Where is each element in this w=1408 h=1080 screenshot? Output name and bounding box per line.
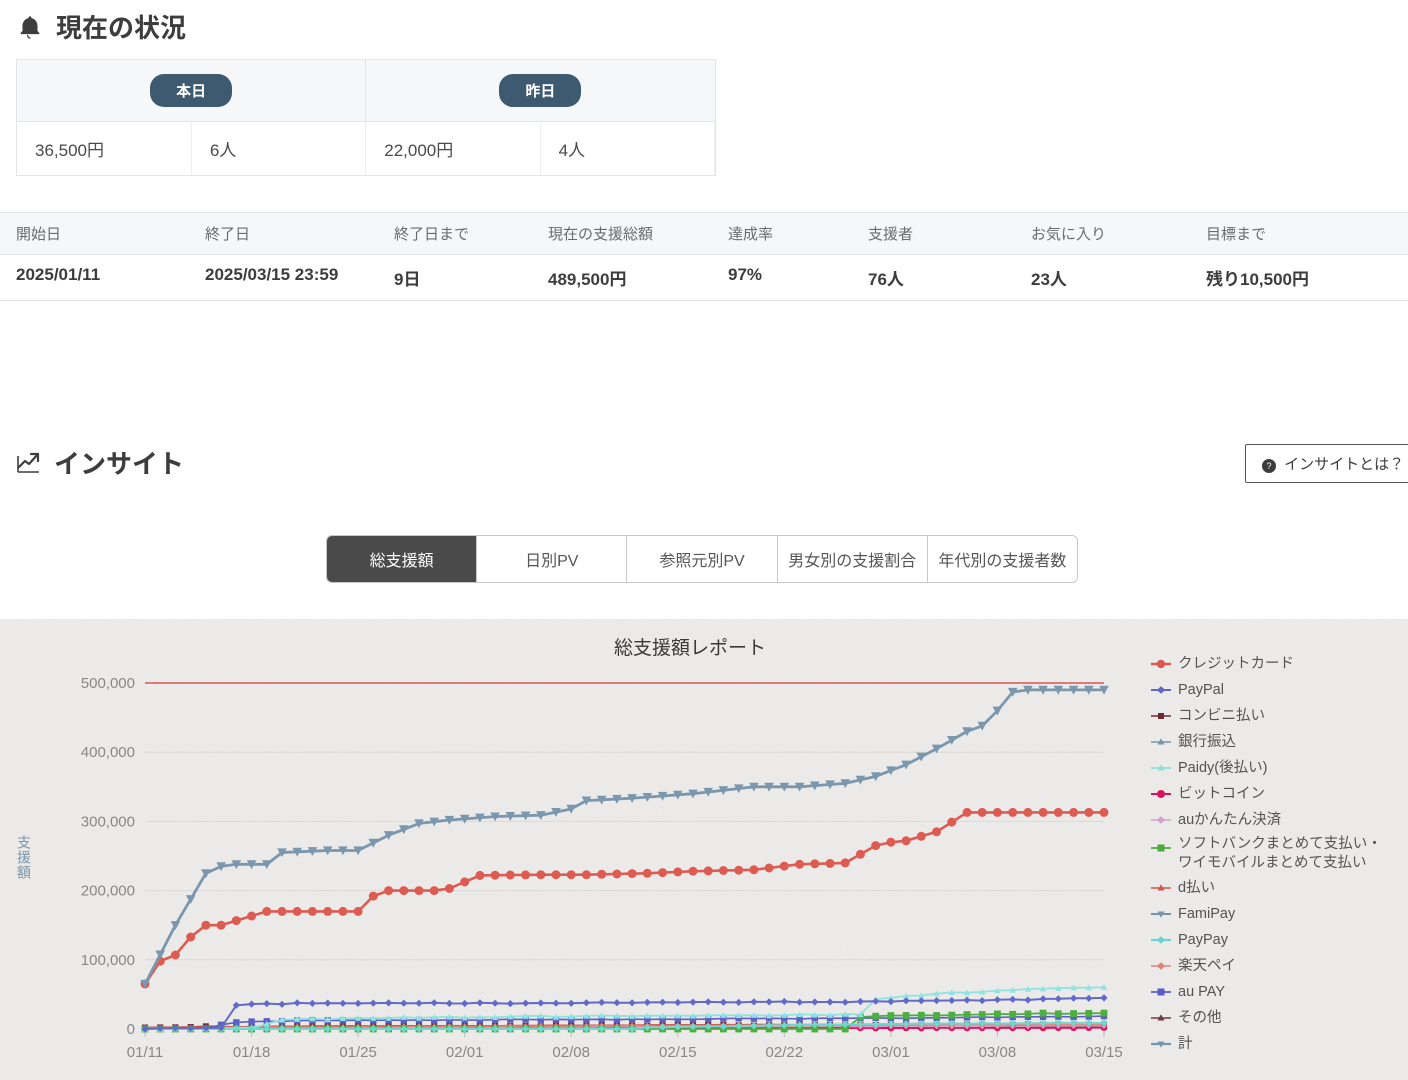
svg-text:02/15: 02/15 bbox=[659, 1044, 697, 1061]
svg-text:03/15: 03/15 bbox=[1085, 1044, 1123, 1061]
svg-text:02/01: 02/01 bbox=[446, 1044, 484, 1061]
svg-text:02/22: 02/22 bbox=[766, 1044, 804, 1061]
svg-text:01/25: 01/25 bbox=[339, 1044, 377, 1061]
svg-text:0: 0 bbox=[127, 1021, 135, 1038]
svg-text:400,000: 400,000 bbox=[81, 744, 135, 761]
svg-text:200,000: 200,000 bbox=[81, 883, 135, 900]
svg-text:300,000: 300,000 bbox=[81, 813, 135, 830]
svg-text:100,000: 100,000 bbox=[81, 952, 135, 969]
svg-text:01/18: 01/18 bbox=[233, 1044, 271, 1061]
svg-text:500,000: 500,000 bbox=[81, 675, 135, 692]
svg-text:03/08: 03/08 bbox=[979, 1044, 1017, 1061]
svg-text:01/11: 01/11 bbox=[127, 1044, 163, 1061]
svg-text:03/01: 03/01 bbox=[872, 1044, 910, 1061]
svg-text:02/08: 02/08 bbox=[552, 1044, 590, 1061]
